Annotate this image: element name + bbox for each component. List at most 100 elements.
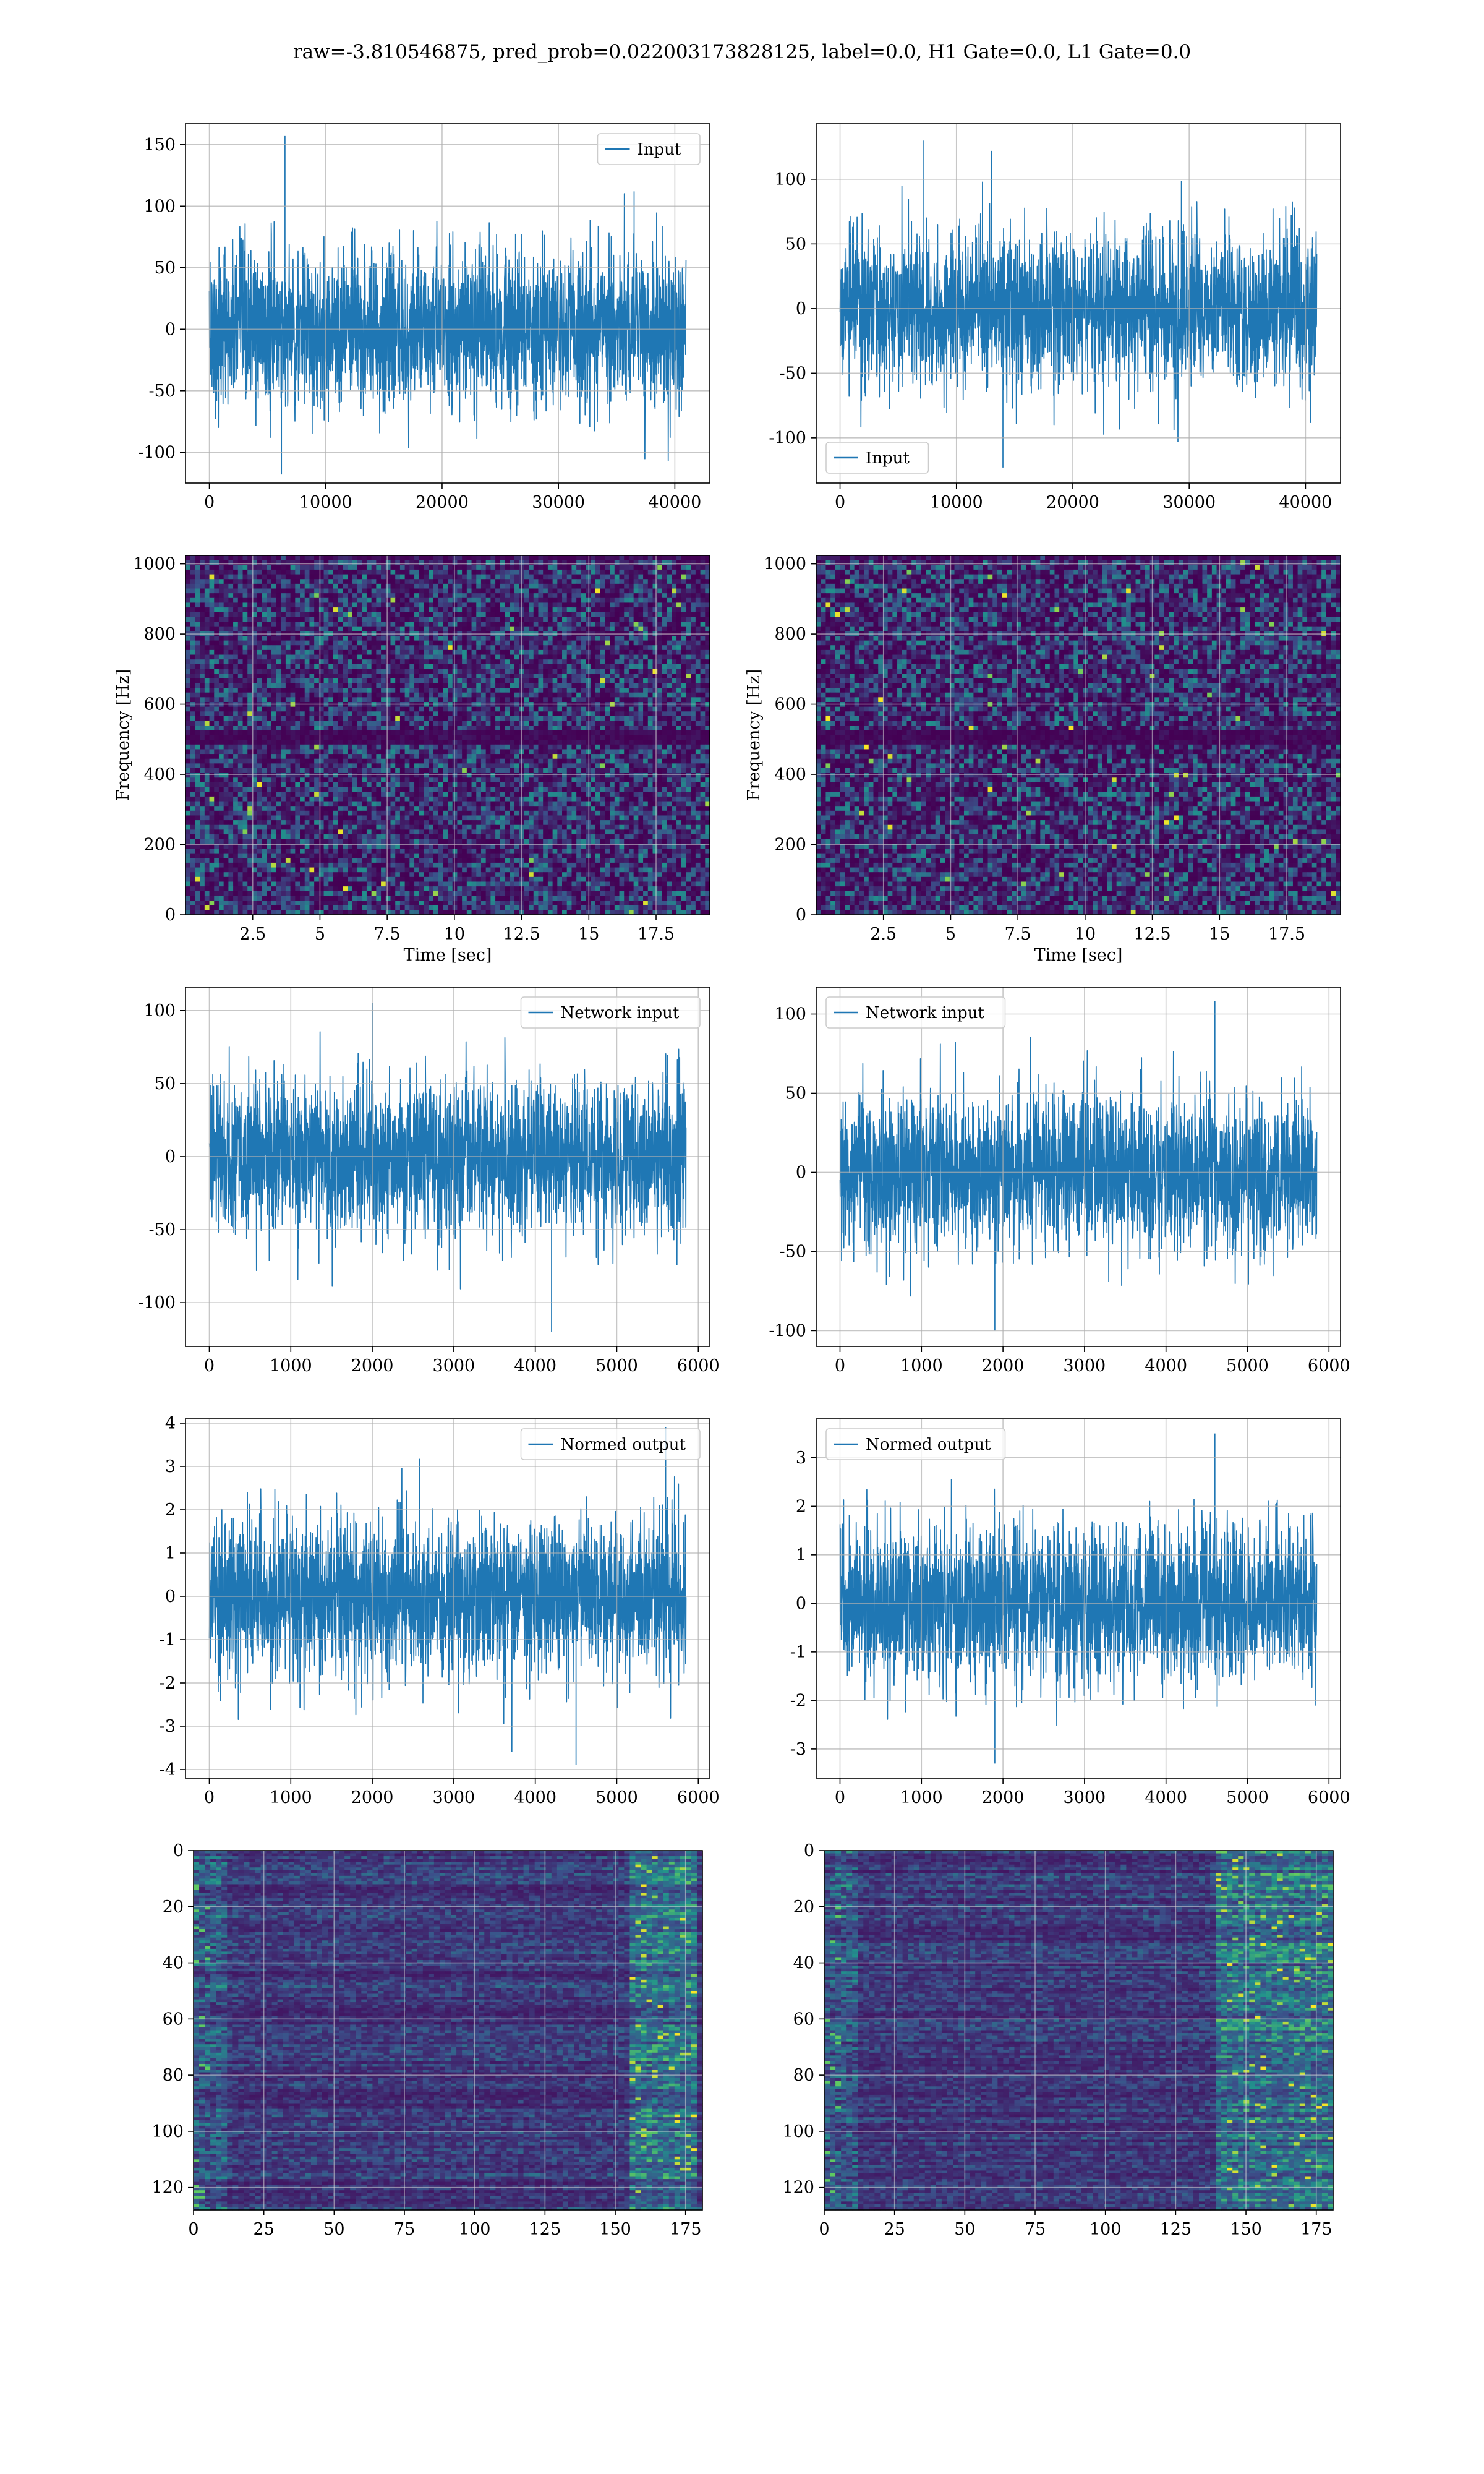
heatmap-cell (419, 589, 424, 594)
heatmap-cell (620, 645, 625, 650)
heatmap-cell (190, 645, 195, 650)
heatmap-cell (205, 659, 210, 664)
heatmap-cell (548, 584, 553, 589)
heatmap-cell (338, 617, 343, 622)
heatmap-cell (271, 584, 276, 589)
heatmap-cell (510, 740, 514, 745)
heatmap-cell (357, 664, 362, 669)
heatmap-cell (620, 659, 625, 664)
heatmap-cell (405, 716, 410, 721)
heatmap-cell (500, 617, 505, 622)
heatmap-cell (324, 584, 329, 589)
heatmap-cell (238, 555, 243, 560)
heatmap-cell (414, 598, 419, 603)
heatmap-cell (548, 669, 553, 674)
heatmap-cell (476, 617, 481, 622)
heatmap-cell (376, 711, 381, 716)
heatmap-cell (324, 579, 329, 584)
heatmap-cell (595, 555, 600, 560)
heatmap-cell (701, 593, 706, 598)
heatmap-cell (400, 716, 405, 721)
heatmap-cell (462, 598, 467, 603)
heatmap-cell (343, 602, 348, 607)
heatmap-cell (367, 560, 372, 565)
heatmap-cell (224, 617, 229, 622)
heatmap-cell (691, 617, 696, 622)
heatmap-cell (562, 674, 567, 678)
heatmap-cell (357, 693, 362, 698)
heatmap-cell (343, 688, 348, 693)
heatmap-cell (424, 726, 429, 730)
heatmap-cell (476, 560, 481, 565)
heatmap-cell (276, 602, 281, 607)
heatmap-cell (328, 655, 333, 660)
heatmap-cell (224, 683, 229, 688)
heatmap-cell (186, 693, 190, 698)
heatmap-cell (190, 669, 195, 674)
heatmap-cell (667, 598, 672, 603)
heatmap-cell (624, 683, 629, 688)
heatmap-cell (652, 655, 657, 660)
heatmap-cell (271, 650, 276, 655)
heatmap-cell (534, 726, 539, 730)
heatmap-cell (286, 570, 291, 575)
heatmap-cell (186, 711, 190, 716)
heatmap-cell (419, 617, 424, 622)
heatmap-cell (648, 627, 653, 631)
heatmap-cell (362, 598, 367, 603)
heatmap-cell (295, 650, 300, 655)
heatmap-cell (190, 584, 195, 589)
heatmap-cell (657, 593, 662, 598)
heatmap-cell (357, 711, 362, 716)
heatmap-cell (443, 688, 448, 693)
heatmap-cell (600, 664, 605, 669)
heatmap-cell (648, 674, 653, 678)
heatmap-cell (429, 669, 433, 674)
heatmap-cell (615, 579, 620, 584)
heatmap-cell (190, 565, 195, 570)
heatmap-cell (529, 593, 534, 598)
heatmap-cell (667, 688, 672, 693)
heatmap-cell (314, 612, 319, 617)
heatmap-cell (567, 575, 572, 580)
heatmap-cell (672, 641, 676, 646)
heatmap-cell (648, 726, 653, 730)
heatmap-cell (548, 645, 553, 650)
heatmap-cell (333, 659, 338, 664)
heatmap-cell (615, 693, 620, 698)
heatmap-cell (624, 565, 629, 570)
heatmap-cell (348, 607, 352, 612)
heatmap-cell (228, 693, 233, 698)
heatmap-cell (691, 655, 696, 660)
heatmap-cell (205, 612, 210, 617)
heatmap-cell (338, 570, 343, 575)
heatmap-cell (224, 565, 229, 570)
heatmap-cell (467, 645, 472, 650)
heatmap-cell (295, 693, 300, 698)
heatmap-cell (605, 655, 610, 660)
heatmap-cell (200, 636, 205, 641)
heatmap-cell (372, 678, 377, 683)
heatmap-cell (557, 555, 562, 560)
heatmap-cell (615, 664, 620, 669)
heatmap-cell (228, 641, 233, 646)
heatmap-cell (224, 579, 229, 584)
heatmap-cell (657, 659, 662, 664)
heatmap-cell (352, 664, 357, 669)
heatmap-cell (462, 669, 467, 674)
heatmap-cell (314, 707, 319, 712)
heatmap-cell (381, 674, 386, 678)
heatmap-cell (500, 697, 505, 702)
heatmap-cell (205, 598, 210, 603)
heatmap-cell (405, 598, 410, 603)
heatmap-cell (490, 735, 495, 740)
heatmap-cell (453, 688, 458, 693)
heatmap-cell (433, 560, 438, 565)
heatmap-cell (495, 726, 500, 730)
heatmap-cell (291, 612, 296, 617)
heatmap-cell (591, 664, 595, 669)
heatmap-cell (186, 730, 190, 735)
heatmap-cell (186, 707, 190, 712)
heatmap-cell (224, 735, 229, 740)
heatmap-cell (620, 575, 625, 580)
